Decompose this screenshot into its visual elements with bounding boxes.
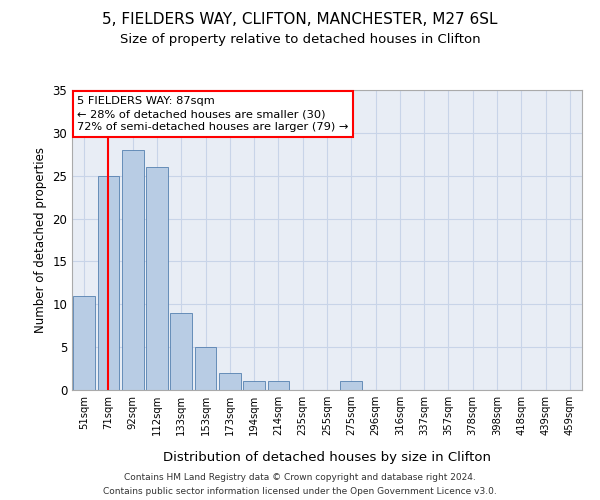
Bar <box>73 296 95 390</box>
Bar <box>340 382 362 390</box>
Bar <box>122 150 143 390</box>
Bar <box>97 176 119 390</box>
Text: Distribution of detached houses by size in Clifton: Distribution of detached houses by size … <box>163 451 491 464</box>
Text: Contains public sector information licensed under the Open Government Licence v3: Contains public sector information licen… <box>103 486 497 496</box>
Text: Size of property relative to detached houses in Clifton: Size of property relative to detached ho… <box>119 32 481 46</box>
Bar <box>194 347 217 390</box>
Text: 5, FIELDERS WAY, CLIFTON, MANCHESTER, M27 6SL: 5, FIELDERS WAY, CLIFTON, MANCHESTER, M2… <box>102 12 498 28</box>
Bar <box>170 313 192 390</box>
Text: Contains HM Land Registry data © Crown copyright and database right 2024.: Contains HM Land Registry data © Crown c… <box>124 473 476 482</box>
Text: 5 FIELDERS WAY: 87sqm
← 28% of detached houses are smaller (30)
72% of semi-deta: 5 FIELDERS WAY: 87sqm ← 28% of detached … <box>77 96 349 132</box>
Bar <box>268 382 289 390</box>
Bar <box>219 373 241 390</box>
Bar <box>243 382 265 390</box>
Bar <box>146 167 168 390</box>
Y-axis label: Number of detached properties: Number of detached properties <box>34 147 47 333</box>
